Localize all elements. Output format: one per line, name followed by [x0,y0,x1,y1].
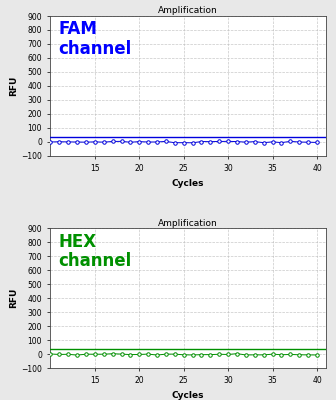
Y-axis label: RFU: RFU [9,76,18,96]
Y-axis label: RFU: RFU [9,288,18,308]
Text: FAM
channel: FAM channel [59,20,132,58]
X-axis label: Cycles: Cycles [172,178,204,188]
Title: Amplification: Amplification [158,6,218,15]
Title: Amplification: Amplification [158,218,218,228]
Text: HEX
channel: HEX channel [59,232,132,270]
X-axis label: Cycles: Cycles [172,391,204,400]
